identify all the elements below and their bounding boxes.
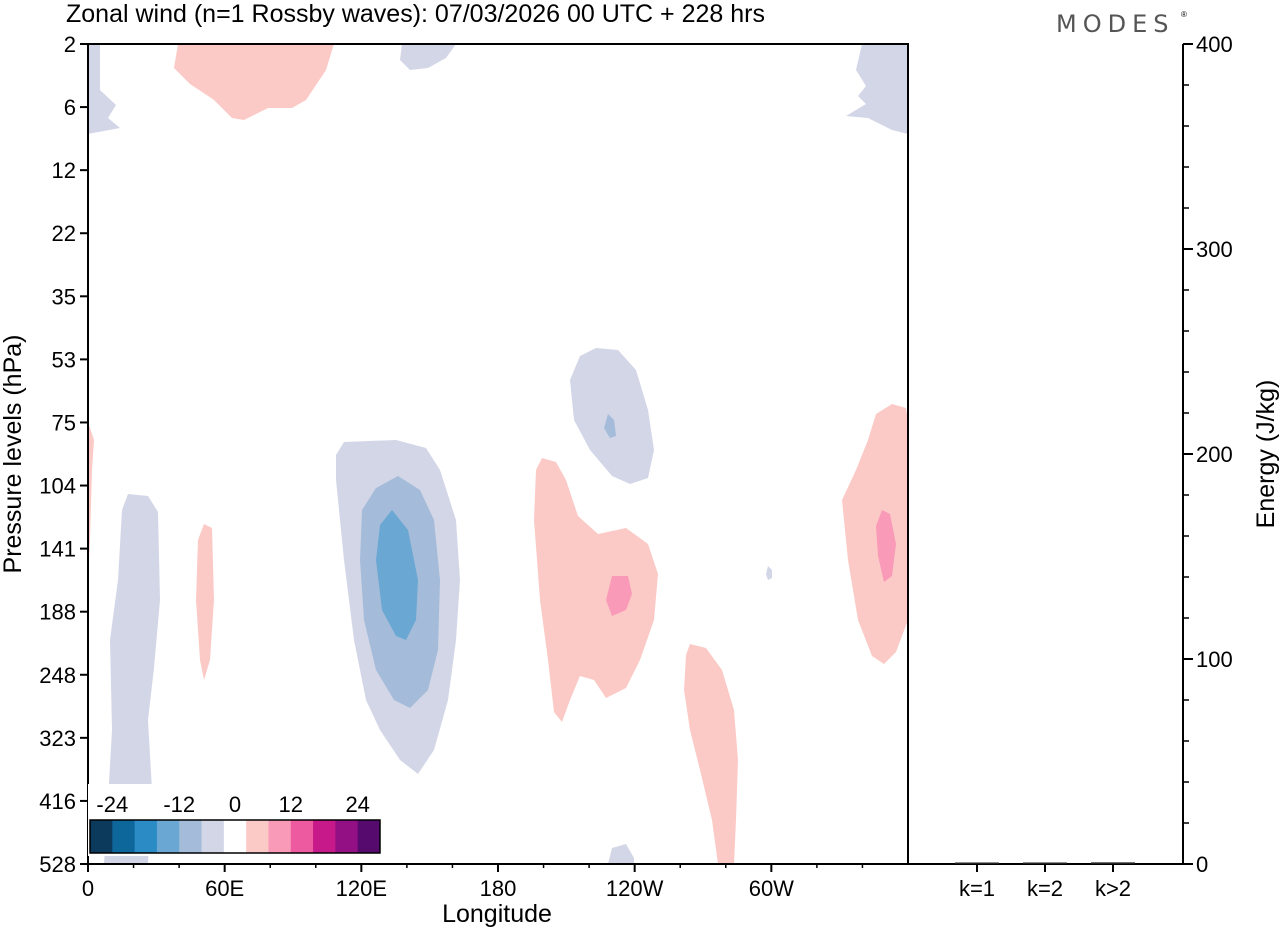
contour-neg-topright — [846, 44, 908, 134]
contour-fill — [88, 44, 908, 864]
energy-tick-label: 100 — [1196, 647, 1233, 672]
pressure-tick-label: 188 — [39, 600, 76, 625]
pressure-tick-label: 53 — [52, 347, 76, 372]
longitude-tick-label: 60W — [749, 876, 794, 901]
pressure-axis: 2 6 12 22 35 53 75 104 141 188 248 323 416 528 — [39, 32, 88, 877]
modes-logo: MODES — [1056, 10, 1174, 38]
colorbar: -24 -12 0 12 24 — [88, 784, 382, 856]
pressure-tick-label: 104 — [39, 474, 76, 499]
modes-logo-mark: ® — [1181, 10, 1187, 19]
longitude-tick-label: 180 — [480, 876, 517, 901]
longitude-tick-label: 0 — [82, 876, 94, 901]
pressure-tick-label: 35 — [52, 284, 76, 309]
contour-neg-60w — [766, 566, 772, 580]
contour-neg-120w-core — [604, 414, 616, 438]
chart-title: Zonal wind (n=1 Rossby waves): 07/03/202… — [66, 0, 765, 28]
colorbar-label: -24 — [96, 792, 128, 817]
energy-category-label: k=2 — [1027, 876, 1063, 901]
pressure-tick-label: 416 — [39, 789, 76, 814]
longitude-tick-label: 60E — [205, 876, 244, 901]
contour-pos-leftedge — [88, 422, 94, 580]
colorbar-label: -12 — [163, 792, 195, 817]
longitude-tick-label: 120E — [336, 876, 387, 901]
pressure-tick-label: 323 — [39, 726, 76, 751]
contour-pos-120w-outer — [534, 458, 658, 722]
y-axis-label: Pressure levels (hPa) — [0, 335, 27, 574]
energy-tick-label: 200 — [1196, 442, 1233, 467]
energy-bar — [955, 862, 999, 864]
contour-plot-frame — [87, 43, 909, 865]
pressure-tick-label: 248 — [39, 663, 76, 688]
pressure-tick-label: 2 — [64, 32, 76, 57]
contour-plot: 2 6 12 22 35 53 75 104 141 188 248 323 416 528 0 60E 12… — [0, 32, 909, 928]
contour-pos-top-60e — [174, 44, 334, 120]
energy-tick-label: 300 — [1196, 237, 1233, 262]
colorbar-swatch — [179, 820, 203, 853]
contour-pos-50e — [196, 524, 214, 680]
longitude-tick-label: 120W — [606, 876, 664, 901]
contour-neg-120w-upper — [570, 348, 654, 484]
colorbar-swatch — [134, 820, 158, 853]
contour-neg-top — [400, 44, 456, 70]
contour-pos-right-inner — [876, 510, 896, 582]
contour-neg-135e-inner — [376, 510, 418, 640]
colorbar-frame — [89, 819, 381, 854]
contour-pos-120w-inner — [606, 576, 632, 616]
pressure-tick-label: 75 — [52, 410, 76, 435]
pressure-tick-label: 6 — [64, 95, 76, 120]
colorbar-swatch — [357, 820, 381, 853]
energy-tick-label: 0 — [1196, 852, 1208, 877]
colorbar-swatch — [112, 820, 136, 853]
pressure-tick-label: 141 — [39, 537, 76, 562]
energy-plot: 0 100 200 300 400 k=1 k=2 k>2 Energy (J/kg) — [908, 32, 1280, 901]
contour-neg-topleft — [88, 44, 120, 134]
colorbar-swatch — [223, 820, 247, 853]
energy-bar — [1023, 862, 1067, 864]
colorbar-label: 24 — [345, 792, 369, 817]
energy-tick-label: 400 — [1196, 32, 1233, 57]
colorbar-swatch — [90, 820, 113, 853]
energy-axis: 0 100 200 300 400 — [1183, 32, 1233, 877]
contour-pos-95w — [684, 644, 738, 864]
energy-category-label: k>2 — [1095, 876, 1131, 901]
colorbar-swatch — [156, 820, 180, 853]
x-axis-label: Longitude — [442, 900, 552, 928]
colorbar-swatch — [313, 820, 336, 853]
energy-categories: k=1 k=2 k>2 — [959, 864, 1131, 901]
pressure-tick-label: 12 — [52, 158, 76, 183]
colorbar-swatch — [201, 820, 225, 853]
energy-category-label: k=1 — [959, 876, 995, 901]
colorbar-swatch — [335, 820, 359, 853]
energy-bar — [1091, 862, 1135, 864]
energy-bars — [955, 862, 1135, 864]
pressure-tick-label: 22 — [52, 221, 76, 246]
contour-pos-right-outer — [842, 404, 908, 664]
colorbar-label: 12 — [279, 792, 303, 817]
colorbar-swatch — [268, 820, 292, 853]
pressure-tick-label: 528 — [39, 852, 76, 877]
energy-axis-label: Energy (J/kg) — [1252, 380, 1280, 529]
colorbar-swatch — [246, 820, 269, 853]
longitude-axis: 0 60E 120E 180 120W 60W — [82, 864, 864, 901]
colorbar-swatch — [290, 820, 314, 853]
contour-neg-bottom — [608, 844, 634, 864]
contour-neg-15e — [104, 494, 160, 864]
colorbar-label: 0 — [229, 792, 241, 817]
